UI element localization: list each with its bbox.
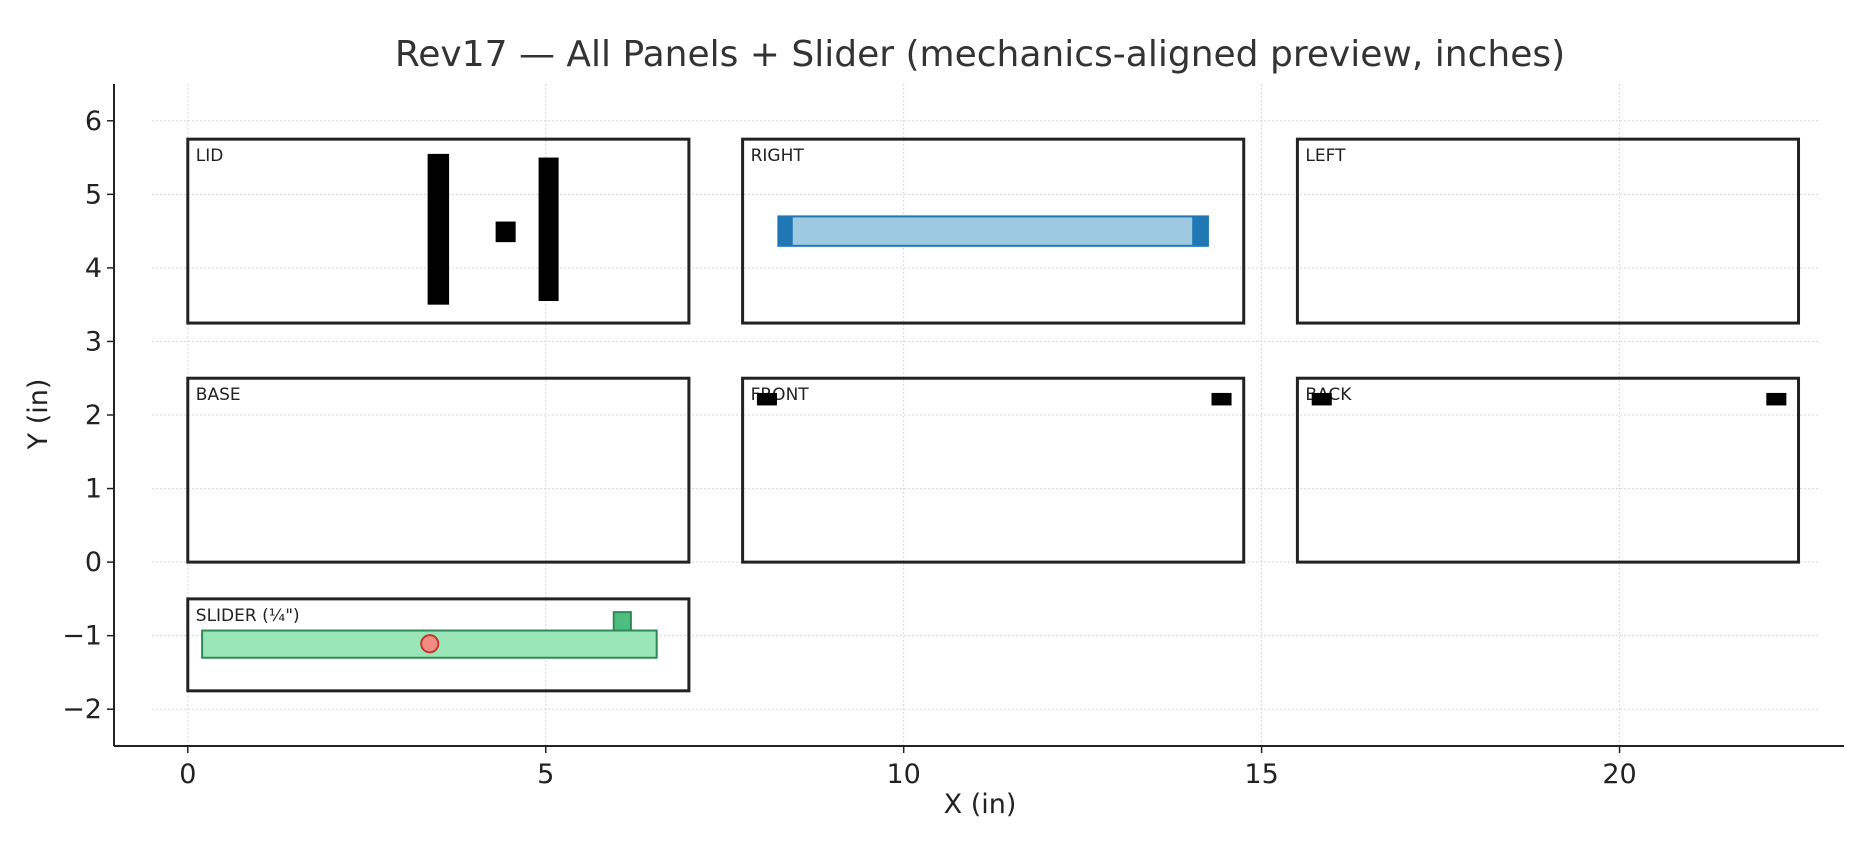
slider-knob <box>420 634 440 654</box>
panel-5: BACK <box>1295 376 1801 564</box>
panel-outline <box>741 137 1246 325</box>
y-tick-label: −2 <box>62 694 102 725</box>
panel-label: SLIDER (¼") <box>196 606 300 626</box>
back-hole-left <box>1311 392 1332 406</box>
y-tick-label: 6 <box>85 106 102 137</box>
features-layer <box>201 153 1787 659</box>
panel-label: RIGHT <box>751 146 805 166</box>
tick-labels: 0 5 10 15 20 −2 −1 0 1 2 3 4 5 6 <box>62 106 1637 790</box>
panel-outline <box>186 376 691 564</box>
panel-1: RIGHT <box>741 137 1246 325</box>
panel-label: LID <box>196 146 224 166</box>
panel-outline <box>186 597 691 693</box>
panel-2: LEFT <box>1295 137 1801 325</box>
lid-slot-left <box>427 153 450 305</box>
right-channel-end-right <box>1192 216 1208 246</box>
panel-outline <box>741 376 1246 564</box>
panel-6: SLIDER (¼") <box>186 597 691 693</box>
y-tick-label: 5 <box>85 179 102 210</box>
lid-square-hole <box>495 221 516 243</box>
panel-outline <box>1295 137 1801 325</box>
front-hole-right <box>1211 392 1232 406</box>
panel-3: BASE <box>186 376 691 564</box>
x-tick-label: 5 <box>537 759 554 790</box>
x-tick-label: 0 <box>179 759 196 790</box>
y-axis-label: Y (in) <box>23 379 54 451</box>
front-hole-left <box>756 392 777 406</box>
y-tick-label: 4 <box>85 253 102 284</box>
panel-0: LID <box>186 137 691 325</box>
panel-label: LEFT <box>1305 146 1346 166</box>
x-tick-label: 15 <box>1244 759 1278 790</box>
x-tick-label: 20 <box>1602 759 1636 790</box>
right-channel-track <box>777 215 1209 247</box>
lid-slot-right <box>538 157 559 301</box>
axes <box>107 84 1844 753</box>
right-channel-end-left <box>778 216 793 246</box>
y-tick-label: 2 <box>85 400 102 431</box>
y-tick-label: −1 <box>62 621 102 652</box>
back-hole-right <box>1766 392 1787 406</box>
slider-tab <box>612 611 632 632</box>
x-tick-label: 10 <box>886 759 920 790</box>
chart-title: Rev17 — All Panels + Slider (mechanics-a… <box>395 34 1565 75</box>
panel-outline <box>1295 376 1801 564</box>
y-tick-label: 0 <box>85 547 102 578</box>
panels-layer: LID RIGHT LEFT BASE FRONT BACK SLIDER (¼") <box>186 137 1801 693</box>
x-axis-label: X (in) <box>944 789 1017 820</box>
panel-4: FRONT <box>741 376 1246 564</box>
y-tick-label: 1 <box>85 474 102 505</box>
y-tick-label: 3 <box>85 326 102 357</box>
panel-label: BASE <box>196 385 241 405</box>
panel-outline <box>186 137 691 325</box>
